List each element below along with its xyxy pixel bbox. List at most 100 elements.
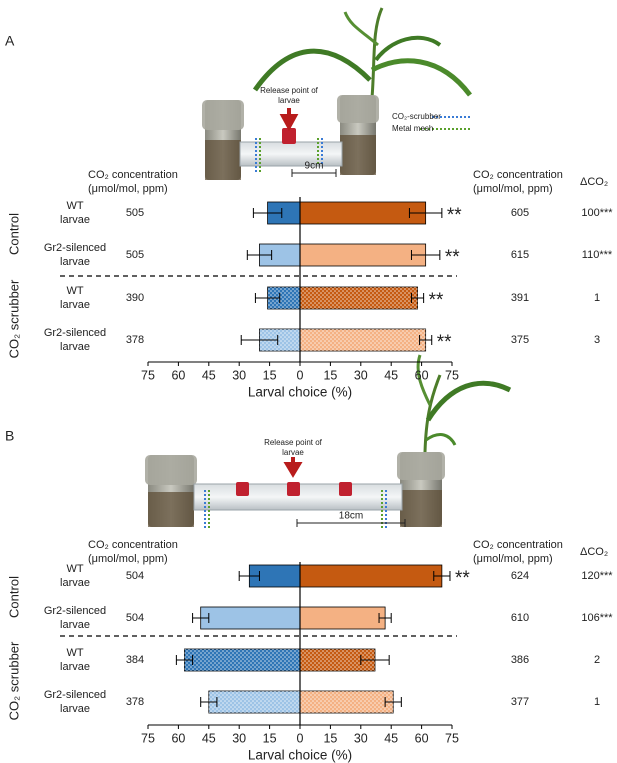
x-tick-label: 75 — [141, 368, 155, 382]
concentration: 615 — [511, 249, 529, 261]
x-tick-label: 0 — [297, 368, 304, 382]
x-axis-label: Larval choice (%) — [248, 748, 352, 763]
error-bar — [238, 571, 260, 581]
error-bar — [192, 613, 210, 623]
error-bar — [252, 208, 283, 218]
x-tick-label: 60 — [171, 731, 185, 745]
bar-texture — [300, 691, 394, 713]
x-tick-label: 75 — [445, 368, 459, 382]
delta-co2: 1 — [594, 696, 600, 708]
scale-label: 18cm — [339, 511, 363, 522]
x-tick-label: 15 — [323, 731, 337, 745]
x-tick-label: 30 — [354, 731, 368, 745]
significance: ** — [437, 332, 452, 353]
group-label: CO₂ scrubber — [6, 641, 21, 720]
bar-texture — [267, 287, 300, 309]
bar-texture — [259, 329, 300, 351]
x-tick-label: 60 — [171, 368, 185, 382]
significance: ** — [447, 205, 462, 226]
significance: ** — [455, 568, 470, 589]
concentration: 384 — [126, 654, 144, 666]
bar — [299, 201, 427, 225]
panel-label: B — [5, 428, 14, 444]
category-label: larvae — [60, 256, 90, 268]
bar — [299, 243, 427, 267]
error-bar — [240, 335, 279, 345]
error-bar — [410, 250, 441, 260]
category-label: larvae — [60, 577, 90, 589]
column-header: CO₂ concentration — [473, 539, 563, 551]
x-tick-label: 45 — [384, 368, 398, 382]
panel-label: A — [5, 33, 15, 49]
category-label: WT — [66, 647, 83, 659]
error-bar — [408, 208, 443, 218]
x-tick-label: 60 — [415, 368, 429, 382]
release-label: Release point of — [260, 86, 319, 95]
x-tick-label: 0 — [297, 731, 304, 745]
x-tick-label: 30 — [354, 368, 368, 382]
category-label: larvae — [60, 703, 90, 715]
column-header: (μmol/mol, ppm) — [473, 553, 553, 565]
column-header: ΔCO₂ — [580, 546, 608, 558]
error-bar — [246, 250, 273, 260]
concentration: 505 — [126, 249, 144, 261]
category-label: larvae — [60, 299, 90, 311]
concentration: 605 — [511, 207, 529, 219]
x-axis-label: Larval choice (%) — [248, 385, 352, 400]
category-label: larvae — [60, 619, 90, 631]
delta-co2: 1 — [594, 292, 600, 304]
concentration: 378 — [126, 334, 144, 346]
category-label: WT — [66, 563, 83, 575]
concentration: 386 — [511, 654, 529, 666]
concentration: 378 — [126, 696, 144, 708]
concentration: 610 — [511, 612, 529, 624]
x-tick-label: 45 — [202, 368, 216, 382]
release-label: Release point of — [264, 438, 323, 447]
group-label: Control — [6, 576, 21, 618]
bar — [299, 564, 443, 588]
concentration: 504 — [126, 612, 144, 624]
delta-co2: 2 — [594, 654, 600, 666]
category-label: WT — [66, 200, 83, 212]
error-bar — [175, 655, 194, 665]
concentration: 505 — [126, 207, 144, 219]
concentration: 375 — [511, 334, 529, 346]
x-tick-label: 75 — [445, 731, 459, 745]
error-bar — [433, 571, 451, 581]
x-tick-label: 45 — [202, 731, 216, 745]
concentration: 390 — [126, 292, 144, 304]
error-bar — [254, 293, 281, 303]
column-header: (μmol/mol, ppm) — [473, 183, 553, 195]
category-label: WT — [66, 285, 83, 297]
bar-texture — [300, 287, 418, 309]
error-bar — [410, 293, 425, 303]
category-label: Gr2-silenced — [44, 605, 106, 617]
category-label: larvae — [60, 214, 90, 226]
error-bar — [384, 697, 402, 707]
column-header: CO₂ concentration — [473, 169, 563, 181]
category-label: Gr2-silenced — [44, 242, 106, 254]
error-bar — [360, 655, 390, 665]
delta-co2: 100*** — [581, 207, 613, 219]
error-bar — [419, 335, 433, 345]
delta-co2: 120*** — [581, 570, 613, 582]
x-tick-label: 45 — [384, 731, 398, 745]
concentration: 377 — [511, 696, 529, 708]
column-header: (μmol/mol, ppm) — [88, 553, 168, 565]
delta-co2: 110*** — [582, 249, 613, 261]
photo-legend: CO₂-scrubber — [392, 112, 441, 121]
bar — [299, 606, 386, 630]
photo-legend: Metal mesh — [392, 124, 433, 133]
concentration: 504 — [126, 570, 144, 582]
release-label: larvae — [278, 96, 300, 105]
apparatus-photo — [202, 7, 472, 180]
x-tick-label: 30 — [232, 368, 246, 382]
x-tick-label: 15 — [263, 731, 277, 745]
category-label: Gr2-silenced — [44, 689, 106, 701]
x-tick-label: 60 — [415, 731, 429, 745]
bar-texture — [300, 649, 375, 671]
error-bar — [200, 697, 218, 707]
column-header: CO₂ concentration — [88, 539, 178, 551]
column-header: CO₂ concentration — [88, 169, 178, 181]
